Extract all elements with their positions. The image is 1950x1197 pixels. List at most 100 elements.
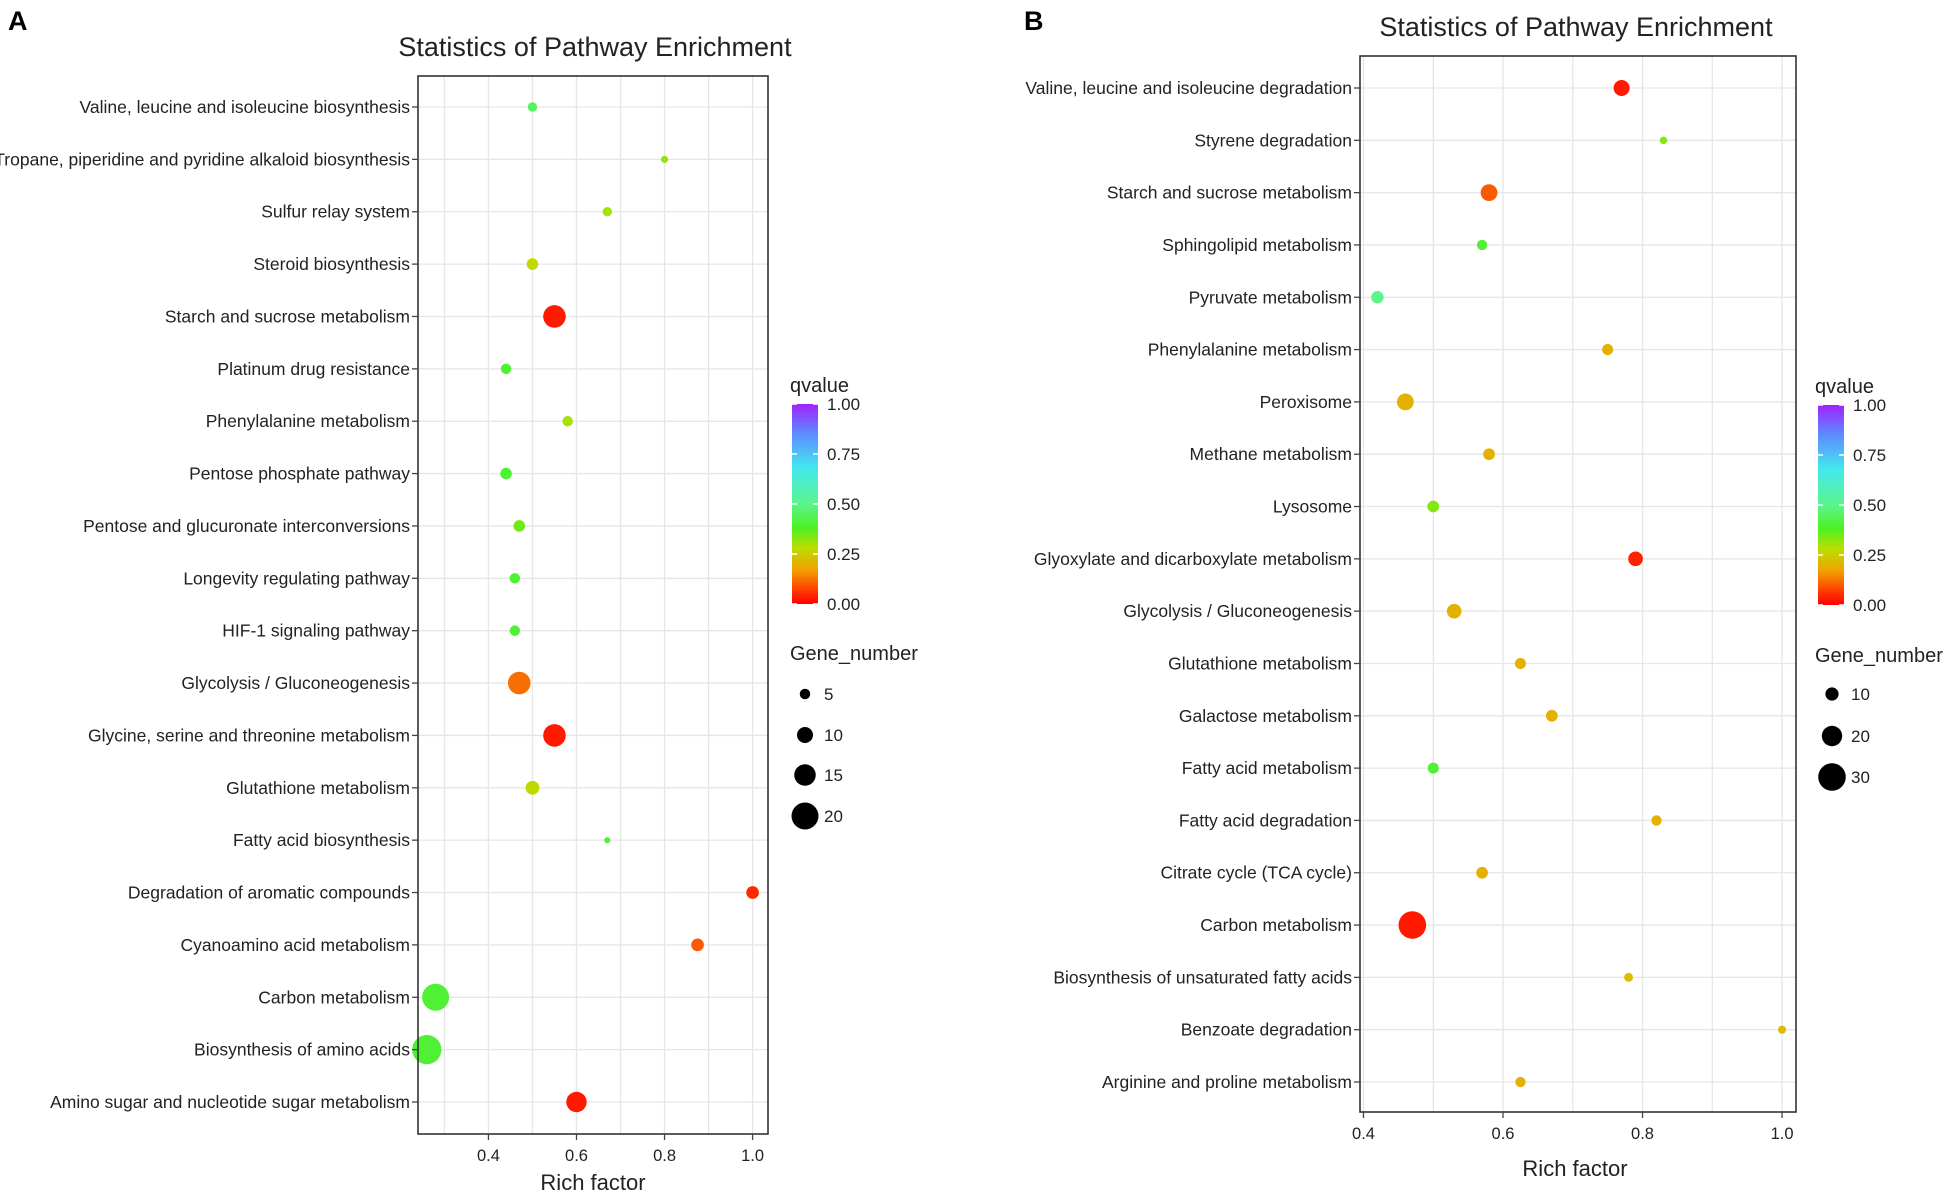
chart-b-size-legend-label: 10 <box>1851 685 1870 704</box>
chart-a-point-starch-and-sucrose-metabolism <box>543 305 566 328</box>
chart-a-label-phenylalanine-metabolism: Phenylalanine metabolism <box>206 411 410 431</box>
chart-a-x-tick-label: 0.8 <box>653 1147 676 1165</box>
chart-b-point-benzoate-degradation <box>1777 1025 1787 1034</box>
panel-b: Statistics of Pathway Enrichment Valine,… <box>1025 12 1943 1181</box>
chart-b-label-glycolysis-gluconeogenesis: Glycolysis / Gluconeogenesis <box>1123 601 1352 621</box>
chart-a-label-hif-1-signaling-pathway: HIF-1 signaling pathway <box>222 621 410 641</box>
chart-a-point-platinum-drug-resistance <box>500 363 512 375</box>
chart-a-colorbar-ticks: 1.00 0.75 0.50 0.25 0.00 <box>792 395 860 614</box>
chart-a-title: Statistics of Pathway Enrichment <box>398 32 792 62</box>
chart-b-point-styrene-degradation <box>1659 136 1668 145</box>
chart-b-label-phenylalanine-metabolism: Phenylalanine metabolism <box>1148 340 1352 360</box>
chart-b-label-arginine-and-proline-metabolism: Arginine and proline metabolism <box>1102 1072 1352 1092</box>
chart-a-size-legend: Gene_number 5 10 15 20 <box>790 643 918 830</box>
panel-label-b: B <box>1024 6 1044 36</box>
chart-a-color-legend-title: qvalue <box>790 375 849 397</box>
chart-a-plot: Valine, leucine and isoleucine biosynthe… <box>0 75 769 1165</box>
chart-b-x-tick-label: 0.4 <box>1352 1125 1375 1143</box>
chart-a-label-tropane-piperidine-and-pyridine-alkaloid-biosynthesis: Tropane, piperidine and pyridine alkaloi… <box>0 149 410 169</box>
chart-b-size-legend-label: 30 <box>1851 768 1870 787</box>
chart-a-colorbar-label: 0.25 <box>827 545 860 564</box>
chart-a-point-carbon-metabolism <box>422 983 450 1011</box>
chart-a-point-tropane-piperidine-and-pyridine-alkaloid-biosynthesis <box>660 155 669 163</box>
chart-b-colorbar-ticks: 1.00 0.75 0.50 0.25 0.00 <box>1818 396 1886 615</box>
chart-a-size-legend-dot <box>799 688 811 700</box>
chart-a-label-glycine-serine-and-threonine-metabolism: Glycine, serine and threonine metabolism <box>88 725 410 745</box>
chart-a-size-legend-label: 10 <box>824 726 843 745</box>
panel-label-a: A <box>8 6 28 36</box>
chart-b-point-carbon-metabolism <box>1398 911 1427 939</box>
chart-a-colorbar-label: 0.50 <box>827 495 860 514</box>
chart-b-label-methane-metabolism: Methane metabolism <box>1190 444 1352 464</box>
chart-a-point-steroid-biosynthesis <box>526 258 539 270</box>
chart-b-color-legend-title: qvalue <box>1815 376 1874 398</box>
chart-a-point-phenylalanine-metabolism <box>562 415 573 427</box>
chart-a-pathway-labels: Valine, leucine and isoleucine biosynthe… <box>0 97 410 1112</box>
chart-b-point-fatty-acid-metabolism <box>1427 762 1439 774</box>
chart-b-colorbar-label: 1.00 <box>1853 396 1886 415</box>
chart-b-label-glyoxylate-and-dicarboxylate-metabolism: Glyoxylate and dicarboxylate metabolism <box>1034 549 1352 569</box>
chart-a-point-pentose-and-glucuronate-interconversions <box>513 520 526 532</box>
chart-b-point-glycolysis-gluconeogenesis <box>1446 603 1462 619</box>
chart-a-size-legend-items: 5 10 15 20 <box>791 685 843 830</box>
chart-b-size-legend-title: Gene_number <box>1815 645 1943 667</box>
chart-b-point-citrate-cycle-tca-cycle <box>1476 866 1488 879</box>
chart-b-label-biosynthesis-of-unsaturated-fatty-acids: Biosynthesis of unsaturated fatty acids <box>1053 967 1352 987</box>
chart-b-frame <box>1359 55 1797 1113</box>
chart-a-point-fatty-acid-biosynthesis <box>604 837 611 844</box>
chart-b-size-legend-items: 10 20 30 <box>1818 685 1870 791</box>
chart-b-title: Statistics of Pathway Enrichment <box>1379 12 1773 42</box>
chart-b-point-pyruvate-metabolism <box>1371 291 1384 304</box>
chart-a-label-steroid-biosynthesis: Steroid biosynthesis <box>253 254 410 274</box>
chart-b-point-methane-metabolism <box>1483 448 1495 461</box>
chart-a-label-pentose-and-glucuronate-interconversions: Pentose and glucuronate interconversions <box>83 516 410 536</box>
chart-a-point-longevity-regulating-pathway <box>509 573 521 584</box>
chart-a-size-legend-title: Gene_number <box>790 643 918 665</box>
chart-a-size-legend-label: 20 <box>824 807 843 826</box>
chart-a-size-legend-label: 5 <box>824 685 833 704</box>
chart-b-point-peroxisome <box>1396 393 1414 411</box>
chart-b-label-sphingolipid-metabolism: Sphingolipid metabolism <box>1162 235 1352 255</box>
chart-a-axis-ticks <box>412 106 754 1140</box>
chart-a-x-tick-label: 0.6 <box>565 1147 588 1165</box>
chart-b-colorbar-label: 0.75 <box>1853 446 1886 465</box>
chart-a-point-degradation-of-aromatic-compounds <box>746 886 759 899</box>
chart-a-point-biosynthesis-of-amino-acids <box>412 1035 442 1065</box>
chart-a-label-sulfur-relay-system: Sulfur relay system <box>261 202 410 222</box>
chart-b-point-biosynthesis-of-unsaturated-fatty-acids <box>1624 972 1634 982</box>
chart-b-point-sphingolipid-metabolism <box>1476 239 1488 251</box>
chart-b-axis-ticks <box>1354 87 1783 1118</box>
chart-b-point-lysosome <box>1427 500 1440 513</box>
chart-a-frame <box>417 75 769 1135</box>
chart-b-points <box>1371 79 1787 1088</box>
chart-b-pathway-labels: Valine, leucine and isoleucine degradati… <box>1025 78 1352 1092</box>
chart-a-point-hif-1-signaling-pathway <box>509 625 521 636</box>
chart-b-point-glyoxylate-and-dicarboxylate-metabolism <box>1628 551 1643 567</box>
chart-b-label-styrene-degradation: Styrene degradation <box>1194 130 1352 150</box>
chart-b-x-axis-title: Rich factor <box>1522 1156 1627 1181</box>
chart-b-x-tick-label: 0.8 <box>1631 1125 1654 1143</box>
chart-a-size-legend-dot <box>791 802 819 830</box>
chart-a-colorbar-label: 1.00 <box>827 395 860 414</box>
chart-a-x-tick-label: 1.0 <box>741 1147 764 1165</box>
chart-a-point-glutathione-metabolism <box>525 780 540 795</box>
chart-a-label-longevity-regulating-pathway: Longevity regulating pathway <box>183 568 410 588</box>
chart-b-point-phenylalanine-metabolism <box>1602 344 1614 356</box>
chart-b-colorbar-label: 0.50 <box>1853 496 1886 515</box>
chart-a-x-axis-title: Rich factor <box>540 1170 645 1195</box>
chart-a-label-fatty-acid-biosynthesis: Fatty acid biosynthesis <box>233 830 410 850</box>
chart-b-label-galactose-metabolism: Galactose metabolism <box>1179 706 1352 726</box>
chart-b-point-arginine-and-proline-metabolism <box>1515 1076 1526 1088</box>
chart-a-label-valine-leucine-and-isoleucine-biosynthesis: Valine, leucine and isoleucine biosynthe… <box>80 97 411 117</box>
chart-b-color-legend: qvalue 1.00 0.75 0.50 0.25 0.00 <box>1815 376 1886 615</box>
chart-b-point-glutathione-metabolism <box>1514 657 1526 669</box>
chart-a-label-biosynthesis-of-amino-acids: Biosynthesis of amino acids <box>194 1040 410 1060</box>
chart-a-point-valine-leucine-and-isoleucine-biosynthesis <box>527 102 538 112</box>
chart-b-size-legend-dot <box>1818 763 1846 791</box>
chart-b-label-citrate-cycle-tca-cycle: Citrate cycle (TCA cycle) <box>1160 863 1352 883</box>
chart-b-x-tick-labels: 0.4 0.6 0.8 1.0 <box>1352 1125 1793 1143</box>
chart-a-grid <box>418 76 768 1134</box>
chart-b-grid <box>1360 56 1796 1112</box>
chart-b-label-pyruvate-metabolism: Pyruvate metabolism <box>1189 287 1352 307</box>
